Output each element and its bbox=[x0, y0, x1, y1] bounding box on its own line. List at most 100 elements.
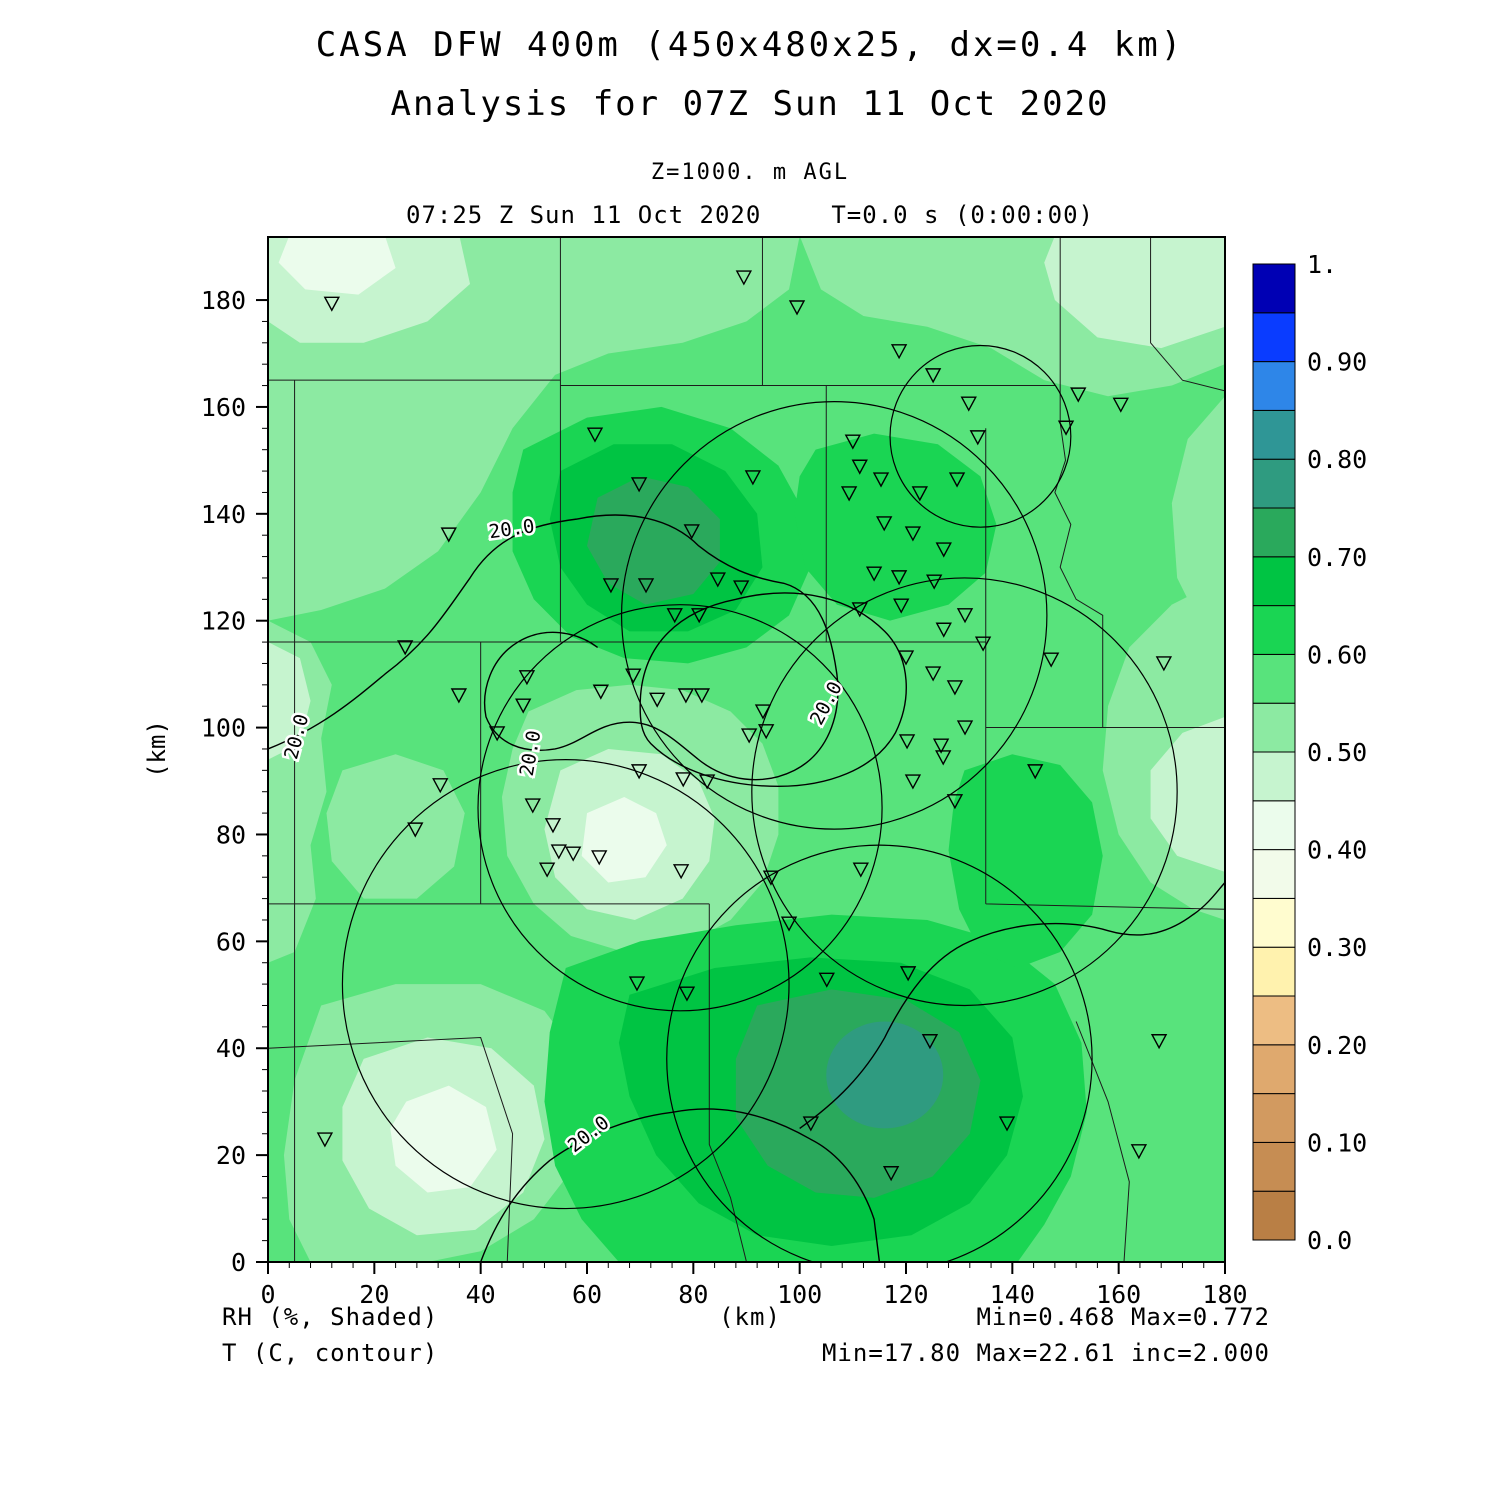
chart-title: CASA DFW 400m (450x480x25, dx=0.4 km) bbox=[315, 25, 1185, 65]
colorbar-segment bbox=[1252, 312, 1296, 363]
shaded-field-stats: Min=0.468 Max=0.772 bbox=[976, 1303, 1270, 1331]
colorbar-segment bbox=[1252, 556, 1296, 607]
colorbar-segment bbox=[1252, 361, 1296, 411]
colorbar-segment bbox=[1252, 507, 1296, 558]
axes: 0 20 40 60 80 100 120 140 160 180 0 20 40 60 80 100 120 1… bbox=[201, 286, 1248, 1309]
station-triangle-icon bbox=[709, 572, 726, 588]
station-triangle-icon bbox=[592, 684, 609, 700]
colorbar-tick-label: 0.90 bbox=[1307, 348, 1367, 377]
station-triangle-icon bbox=[565, 846, 582, 862]
y-tick-label: 160 bbox=[201, 393, 246, 422]
station-triangle-icon bbox=[625, 668, 642, 684]
colorbar-segment bbox=[1252, 605, 1296, 655]
station-triangle-icon bbox=[740, 728, 758, 744]
station-triangle-icon bbox=[893, 598, 910, 614]
station-triangle-icon bbox=[678, 986, 696, 1002]
plot-border bbox=[267, 236, 1226, 1263]
colorbar-tick-label: 1. bbox=[1307, 250, 1337, 279]
station-triangle-icon bbox=[897, 650, 915, 666]
station-triangle-icon bbox=[802, 1116, 820, 1132]
colorbar: 1. 0.90 0.80 0.70 0.60 0.50 0.40 0.30 0.20 0.10 0.… bbox=[1252, 250, 1367, 1255]
station-triangle-icon bbox=[935, 750, 952, 766]
colorbar-segment bbox=[1252, 458, 1296, 509]
station-triangle-icon bbox=[960, 396, 977, 412]
station-triangle-icon bbox=[407, 822, 424, 838]
colorbar-segment bbox=[1252, 751, 1296, 802]
y-tick-label: 20 bbox=[216, 1141, 246, 1170]
station-triangle-icon bbox=[844, 434, 862, 450]
station-triangle-icon bbox=[524, 798, 541, 814]
colorbar-segment bbox=[1252, 1044, 1296, 1095]
station-triangle-icon bbox=[851, 459, 868, 475]
station-triangle-icon bbox=[515, 698, 532, 714]
range-ring bbox=[341, 759, 790, 1210]
colorbar-tick-label: 0.40 bbox=[1307, 836, 1367, 865]
colorbar-segment bbox=[1252, 897, 1296, 948]
range-ring bbox=[666, 844, 1093, 1262]
station-triangle-icon bbox=[818, 972, 835, 988]
station-triangle-icon bbox=[956, 720, 974, 736]
valid-time-label: 07:25 Z Sun 11 Oct 2020 bbox=[406, 201, 762, 229]
range-ring bbox=[751, 577, 1178, 1007]
colorbar-segment bbox=[1252, 995, 1296, 1046]
shading-level-040 bbox=[278, 237, 667, 1193]
station-triangle-icon bbox=[1057, 420, 1075, 436]
station-triangle-icon bbox=[754, 704, 772, 720]
y-tick-label: 120 bbox=[201, 607, 246, 636]
x-tick-label: 100 bbox=[777, 1280, 822, 1309]
station-triangle-icon bbox=[316, 1132, 334, 1148]
x-tick-label: 120 bbox=[883, 1280, 928, 1309]
station-triangle-icon bbox=[899, 966, 917, 982]
x-tick-label: 160 bbox=[1096, 1280, 1141, 1309]
station-triangle-icon bbox=[948, 472, 966, 488]
station-triangle-icon bbox=[440, 527, 457, 543]
station-triangle-icon bbox=[1042, 652, 1060, 668]
station-triangle-icon bbox=[323, 296, 340, 312]
station-triangle-icon bbox=[1150, 1034, 1168, 1050]
forecast-time-label: T=0.0 s (0:00:00) bbox=[831, 201, 1094, 229]
time-label: 07:25 Z Sun 11 Oct 2020 T=0.0 s (0:00:00) bbox=[0, 201, 1500, 229]
x-tick-label: 180 bbox=[1202, 1280, 1247, 1309]
station-triangle-icon bbox=[890, 344, 908, 360]
station-triangle-icon bbox=[852, 862, 869, 878]
range-ring bbox=[620, 400, 1048, 830]
station-triangle-icon bbox=[969, 430, 986, 446]
colorbar-tick-label: 0.20 bbox=[1307, 1031, 1367, 1060]
station-triangle-icon bbox=[677, 688, 695, 704]
level-label: Z=1000. m AGL bbox=[650, 160, 850, 185]
station-triangle-icon bbox=[932, 738, 950, 754]
station-triangle-icon bbox=[628, 976, 646, 992]
station-triangle-icon bbox=[780, 916, 798, 932]
colorbar-segment bbox=[1252, 1141, 1296, 1192]
station-triangle-icon bbox=[518, 670, 536, 686]
station-triangle-icon bbox=[762, 870, 780, 886]
y-tick-label: 140 bbox=[201, 500, 246, 529]
station-triangle-icon bbox=[691, 608, 708, 624]
station-triangle-icon bbox=[946, 680, 964, 696]
station-triangle-icon bbox=[921, 1034, 939, 1050]
y-tick-label: 60 bbox=[216, 927, 246, 956]
colorbar-tick-label: 0.10 bbox=[1307, 1128, 1367, 1157]
station-triangle-icon bbox=[872, 472, 890, 488]
station-triangle-icon bbox=[630, 764, 648, 780]
colorbar-tick-label: 0.80 bbox=[1307, 445, 1367, 474]
station-triangle-icon bbox=[840, 486, 858, 502]
colorbar-tick-label: 0.60 bbox=[1307, 640, 1367, 669]
station-triangle-icon bbox=[788, 300, 806, 316]
station-triangle-icon bbox=[672, 864, 690, 880]
station-triangle-icon bbox=[591, 850, 608, 866]
y-tick-label: 100 bbox=[201, 714, 246, 743]
station-triangle-icon bbox=[998, 1116, 1016, 1132]
station-triangle-icon bbox=[1130, 1144, 1148, 1160]
radar-range-rings bbox=[341, 344, 1178, 1262]
station-triangle-icon bbox=[851, 602, 868, 618]
x-tick-label: 80 bbox=[678, 1280, 708, 1309]
colorbar-tick-label: 0.0 bbox=[1307, 1226, 1352, 1255]
station-triangle-icon bbox=[630, 477, 648, 493]
shading-level-075 bbox=[826, 1021, 944, 1129]
station-triangle-icon bbox=[396, 640, 414, 656]
station-triangle-icon bbox=[1070, 387, 1087, 403]
colorbar-segment bbox=[1252, 800, 1296, 851]
y-tick-label: 40 bbox=[216, 1034, 246, 1063]
station-triangle-icon bbox=[550, 844, 567, 860]
